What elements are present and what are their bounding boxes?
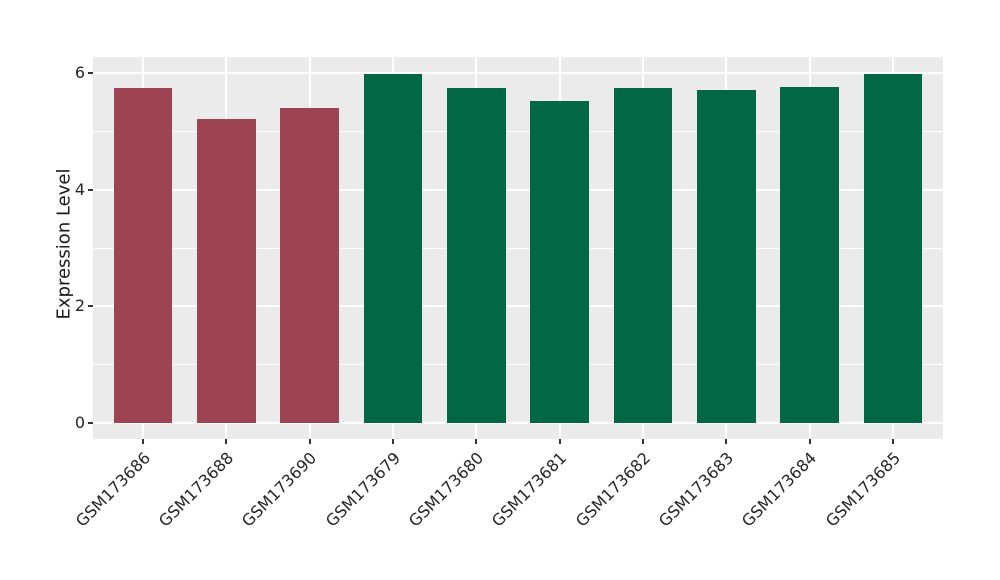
x-tick-label-GSM173690: GSM173690 [238,448,321,531]
x-tick-mark [892,439,894,444]
y-tick-label: 6 [74,63,85,83]
x-tick-label-GSM173684: GSM173684 [738,448,821,531]
major-gridline [93,305,943,308]
y-tick-mark [88,305,93,308]
x-tick-label-GSM173686: GSM173686 [71,448,154,531]
x-tick-mark [725,439,728,444]
y-tick-label: 4 [74,179,85,199]
x-tick-label-GSM173682: GSM173682 [571,448,654,531]
y-tick-label: 0 [74,412,85,432]
x-tick-label-GSM173685: GSM173685 [821,448,904,531]
x-tick-mark [808,439,811,444]
bar-GSM173681 [530,100,590,423]
x-tick-mark [225,439,228,444]
minor-gridline [93,247,943,249]
y-tick-mark [88,188,93,191]
x-tick-mark [392,439,394,444]
x-tick-mark [642,439,644,444]
y-tick-label: 2 [74,296,85,316]
bar-GSM173683 [696,90,756,423]
minor-gridline [93,131,943,133]
bar-GSM173679 [363,73,423,423]
x-tick-label-GSM173683: GSM173683 [654,448,738,531]
x-tick-label-GSM173681: GSM173681 [488,448,571,531]
minor-gridline [93,363,943,365]
bar-GSM173684 [780,86,840,423]
bar-GSM173682 [613,87,673,423]
bar-GSM173690 [280,108,340,423]
x-tick-mark [475,439,478,444]
x-tick-label-GSM173688: GSM173688 [154,448,238,531]
x-tick-mark [308,439,311,444]
bar-GSM173685 [863,74,923,423]
x-tick-mark [142,439,144,444]
x-tick-label-GSM173680: GSM173680 [404,448,488,531]
y-tick-mark [88,72,93,75]
bar-GSM173680 [446,88,506,423]
major-gridline [93,188,943,191]
y-tick-mark [88,421,93,424]
bar-GSM173686 [113,87,173,423]
major-gridline [93,421,943,424]
major-gridline [93,72,943,75]
x-tick-mark [558,439,561,444]
plot-panel [93,57,943,439]
x-tick-label-GSM173679: GSM173679 [321,448,404,531]
bar-GSM173688 [196,118,256,423]
